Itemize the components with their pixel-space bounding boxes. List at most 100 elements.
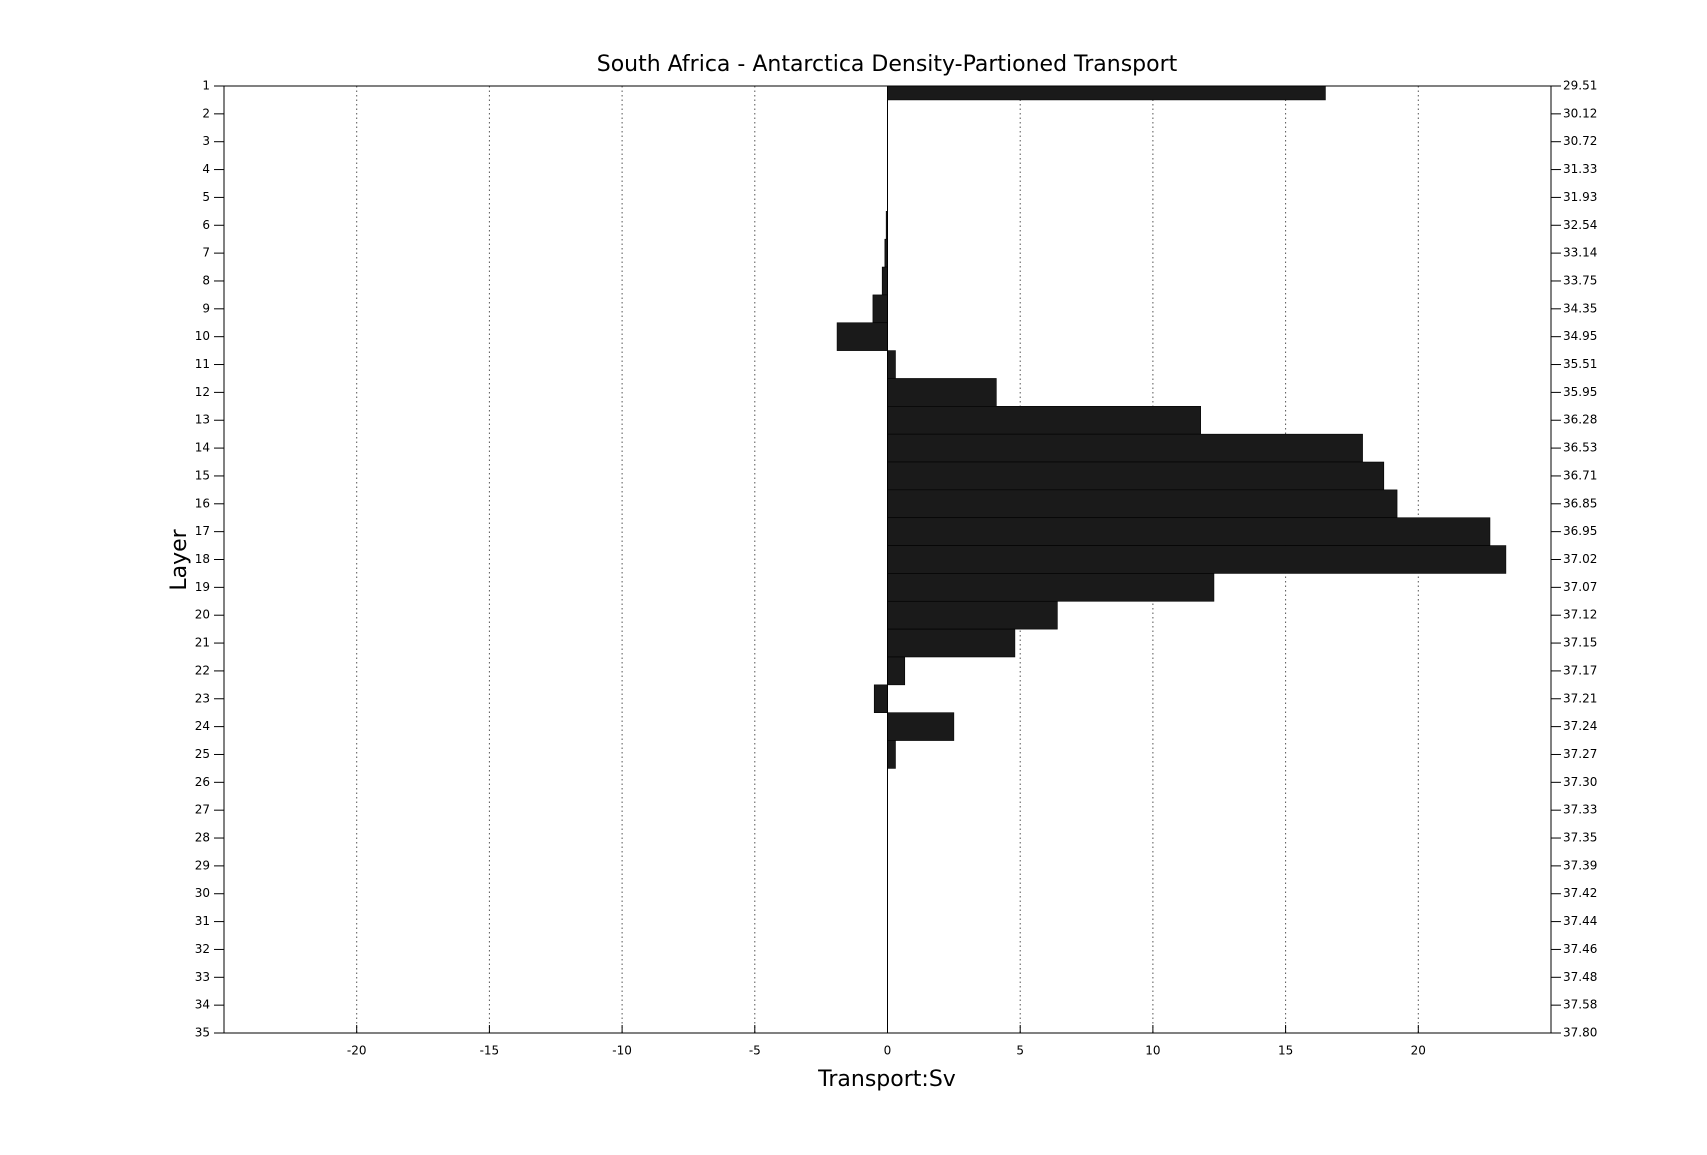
y-tick-label: 23 [195, 691, 210, 705]
plot-frame [223, 85, 1552, 1034]
x-tick-label: -10 [612, 1044, 632, 1058]
bar [887, 600, 1058, 630]
bar [873, 684, 888, 713]
bar [887, 489, 1398, 519]
y2-tick-label: 36.71 [1563, 468, 1597, 482]
bars [836, 86, 1507, 769]
y-tick-label: 4 [202, 162, 210, 176]
x-tick-label: -5 [749, 1044, 761, 1058]
y-tick-label: 18 [195, 552, 210, 566]
y2-tick-label: 36.95 [1563, 524, 1597, 538]
axes: -20 -15 -10 -5 0 5 10 15 20123456789101112131415… [195, 79, 1598, 1058]
y2-tick-label: 37.17 [1563, 663, 1597, 677]
x-tick-label: -20 [347, 1044, 367, 1058]
y-tick-label: 20 [195, 608, 210, 622]
y2-tick-label: 37.30 [1563, 775, 1597, 789]
bar [887, 378, 997, 407]
y-tick-label: 11 [195, 357, 210, 371]
y-tick-label: 25 [195, 747, 210, 761]
y2-tick-label: 29.51 [1563, 79, 1597, 93]
y-tick-label: 28 [195, 831, 210, 845]
y-tick-label: 29 [195, 858, 210, 872]
y-tick-label: 2 [202, 106, 210, 120]
bar [881, 266, 888, 296]
x-axis-label: Transport:Sv [817, 1067, 956, 1092]
y-tick-label: 19 [195, 580, 210, 594]
y2-tick-label: 37.24 [1563, 719, 1597, 733]
y2-tick-label: 34.35 [1563, 301, 1597, 315]
y-tick-label: 13 [195, 413, 210, 427]
x-tick-label: 10 [1145, 1044, 1160, 1058]
y2-tick-label: 37.39 [1563, 858, 1597, 872]
y2-tick-label: 37.42 [1563, 886, 1597, 900]
x-tick-label: 15 [1278, 1044, 1293, 1058]
bar [887, 545, 1507, 574]
y2-tick-label: 32.54 [1563, 218, 1597, 232]
y-tick-label: 3 [202, 134, 210, 148]
y2-tick-label: 37.48 [1563, 970, 1597, 984]
y-tick-label: 27 [195, 803, 210, 817]
y2-tick-label: 31.33 [1563, 162, 1597, 176]
bar [887, 628, 1016, 658]
y-tick-label: 14 [195, 441, 210, 455]
y-tick-label: 35 [195, 1026, 210, 1040]
y2-tick-label: 34.95 [1563, 329, 1597, 343]
y2-tick-label: 37.07 [1563, 580, 1597, 594]
y-tick-label: 5 [202, 190, 210, 204]
y-tick-label: 17 [195, 524, 210, 538]
y2-tick-label: 37.15 [1563, 636, 1597, 650]
y-tick-label: 15 [195, 468, 210, 482]
y-tick-label: 9 [202, 301, 210, 315]
y-tick-label: 26 [195, 775, 210, 789]
y2-tick-label: 36.85 [1563, 496, 1597, 510]
y-tick-label: 33 [195, 970, 210, 984]
y-tick-label: 1 [202, 79, 210, 93]
y2-tick-label: 37.33 [1563, 803, 1597, 817]
y2-tick-label: 37.12 [1563, 608, 1597, 622]
y2-tick-label: 37.58 [1563, 998, 1597, 1012]
y-tick-label: 30 [195, 886, 210, 900]
x-tick-label: -15 [480, 1044, 500, 1058]
bar [887, 433, 1363, 463]
y2-tick-label: 31.93 [1563, 190, 1597, 204]
y-tick-label: 16 [195, 496, 210, 510]
y2-tick-label: 35.95 [1563, 385, 1597, 399]
y-tick-label: 21 [195, 636, 210, 650]
y-tick-label: 24 [195, 719, 210, 733]
y2-tick-label: 37.44 [1563, 914, 1597, 928]
bar [887, 712, 955, 741]
x-tick-label: 0 [884, 1044, 892, 1058]
y-tick-label: 8 [202, 273, 210, 287]
bar [887, 517, 1491, 546]
y2-tick-label: 35.51 [1563, 357, 1597, 371]
y2-tick-label: 30.12 [1563, 106, 1597, 120]
y-tick-label: 10 [195, 329, 210, 343]
bar [872, 294, 888, 324]
y-tick-label: 34 [195, 998, 210, 1012]
y2-tick-label: 36.53 [1563, 441, 1597, 455]
y2-tick-label: 36.28 [1563, 413, 1597, 427]
y-axis-label: Layer [167, 528, 192, 590]
bar [887, 406, 1201, 435]
y2-tick-label: 33.14 [1563, 246, 1597, 260]
y2-tick-label: 30.72 [1563, 134, 1597, 148]
y-tick-label: 7 [202, 246, 210, 260]
y-tick-label: 31 [195, 914, 210, 928]
y2-tick-label: 37.02 [1563, 552, 1597, 566]
bar [887, 740, 896, 769]
bar [887, 656, 906, 686]
x-tick-label: 20 [1411, 1044, 1426, 1058]
chart-title: South Africa - Antarctica Density-Partio… [597, 52, 1178, 77]
y2-tick-label: 37.21 [1563, 691, 1597, 705]
bar [887, 573, 1215, 602]
bar [887, 350, 896, 379]
y-tick-label: 6 [202, 218, 210, 232]
x-tick-label: 5 [1016, 1044, 1024, 1058]
bar [836, 322, 888, 351]
y-tick-label: 22 [195, 663, 210, 677]
y2-tick-label: 37.46 [1563, 942, 1597, 956]
y2-tick-label: 37.35 [1563, 831, 1597, 845]
y2-tick-label: 33.75 [1563, 273, 1597, 287]
y2-tick-label: 37.27 [1563, 747, 1597, 761]
